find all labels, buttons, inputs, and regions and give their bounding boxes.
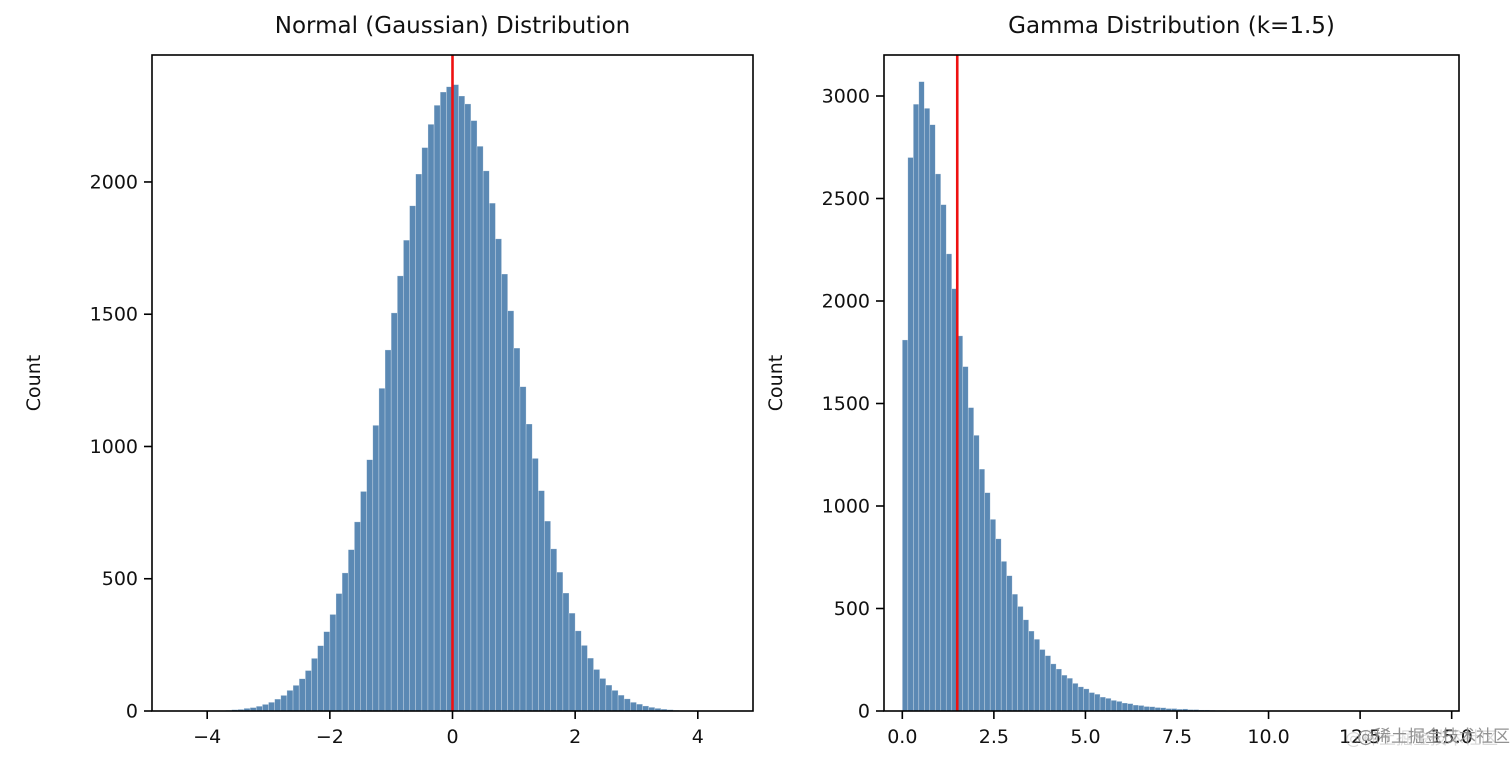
svg-text:2000: 2000 (90, 171, 138, 193)
svg-text:10.0: 10.0 (1247, 726, 1289, 748)
svg-text:0: 0 (446, 726, 458, 748)
svg-text:7.5: 7.5 (1162, 726, 1192, 748)
svg-text:1000: 1000 (90, 436, 138, 458)
svg-text:500: 500 (834, 598, 870, 620)
svg-text:2500: 2500 (822, 188, 870, 210)
svg-text:5.0: 5.0 (1070, 726, 1100, 748)
svg-text:−2: −2 (316, 726, 344, 748)
svg-text:1500: 1500 (90, 304, 138, 326)
svg-text:4: 4 (692, 726, 704, 748)
gamma-chart-title: Gamma Distribution (k=1.5) (1008, 13, 1335, 39)
svg-text:2000: 2000 (822, 291, 870, 313)
svg-text:12.5: 12.5 (1339, 726, 1381, 748)
normal-histogram-canvas: −4 −2 0 2 4 0 500 1000 1500 2000 (90, 54, 754, 748)
watermark: @稀土掘金技术社区 (1357, 727, 1510, 747)
normal-chart-title: Normal (Gaussian) Distribution (274, 13, 631, 39)
svg-text:15.0: 15.0 (1431, 726, 1473, 748)
normal-distribution-chart: Normal (Gaussian) Distribution Count −4−… (23, 13, 754, 748)
svg-text:1500: 1500 (822, 393, 870, 415)
svg-text:3000: 3000 (822, 86, 870, 108)
svg-text:1000: 1000 (822, 496, 870, 518)
gamma-histogram-canvas: 0.0 2.5 5.0 7.5 10.0 12.5 15.0 0 500 1000 1500 2000… (822, 54, 1473, 748)
svg-text:0.0: 0.0 (887, 726, 917, 748)
svg-text:0: 0 (126, 701, 138, 723)
svg-text:−4: −4 (193, 726, 221, 748)
svg-text:2: 2 (569, 726, 581, 748)
svg-text:2.5: 2.5 (979, 726, 1009, 748)
svg-text:500: 500 (102, 568, 138, 590)
svg-text:0: 0 (858, 701, 870, 723)
gamma-distribution-chart: Gamma Distribution (k=1.5) Count 0.0 2.5 5… (756, 0, 1512, 765)
